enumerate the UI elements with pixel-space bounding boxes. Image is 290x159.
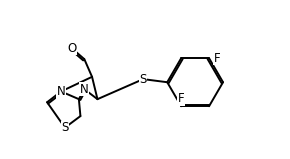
Text: F: F	[213, 52, 220, 65]
Text: F: F	[178, 92, 184, 105]
Text: O: O	[67, 42, 77, 55]
Text: N: N	[57, 85, 66, 98]
Text: S: S	[139, 73, 147, 86]
Text: N: N	[80, 83, 89, 96]
Text: S: S	[61, 121, 69, 134]
